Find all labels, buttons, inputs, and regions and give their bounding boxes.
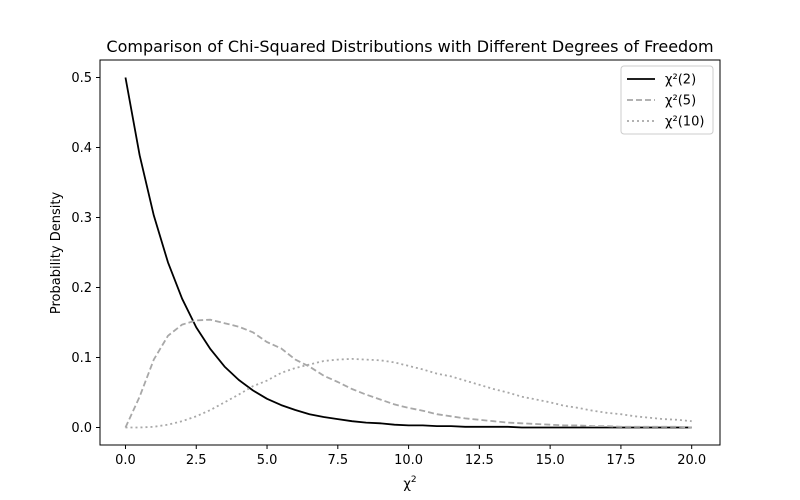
y-axis-ticks: 0.0 0.1 0.2 0.3 0.4 0.5 (71, 71, 100, 436)
legend-label: χ²(5) (665, 94, 696, 109)
x-tick-label: 10.0 (394, 453, 423, 468)
chart-title: Comparison of Chi-Squared Distributions … (106, 37, 713, 56)
y-axis-label: Probability Density (49, 192, 64, 315)
series-group (124, 77, 692, 429)
x-tick-label: 2.5 (186, 453, 207, 468)
plot-area (99, 59, 721, 446)
legend: χ²(2) χ²(5) χ²(10) (620, 65, 714, 135)
y-tick-label: 0.5 (71, 71, 92, 86)
legend-label: χ²(2) (665, 73, 696, 88)
series-line-3 (125, 357, 692, 429)
y-tick-label: 0.4 (71, 141, 92, 156)
x-axis-ticks: 0.0 2.5 5.0 7.5 10.0 12.5 15.0 17.5 20.0 (115, 445, 706, 468)
x-tick-label: 5.0 (257, 453, 278, 468)
plot-frame (99, 59, 721, 446)
x-axis-label-base: χ (403, 477, 411, 492)
x-axis-label-superscript: 2 (411, 475, 417, 485)
series-line-1 (124, 77, 692, 429)
series-line-2 (124, 318, 692, 429)
x-tick-label: 17.5 (606, 453, 635, 468)
x-tick-label: 12.5 (465, 453, 494, 468)
y-tick-label: 0.2 (71, 281, 92, 296)
x-tick-label: 15.0 (536, 453, 565, 468)
x-tick-label: 7.5 (327, 453, 348, 468)
y-tick-label: 0.1 (71, 351, 92, 366)
y-tick-label: 0.0 (71, 421, 92, 436)
x-axis-label: χ2 (403, 475, 416, 492)
legend-box (620, 65, 714, 135)
legend-label: χ²(10) (665, 115, 704, 130)
x-tick-label: 20.0 (677, 453, 706, 468)
x-tick-label: 0.0 (115, 453, 136, 468)
y-tick-label: 0.3 (71, 211, 92, 226)
